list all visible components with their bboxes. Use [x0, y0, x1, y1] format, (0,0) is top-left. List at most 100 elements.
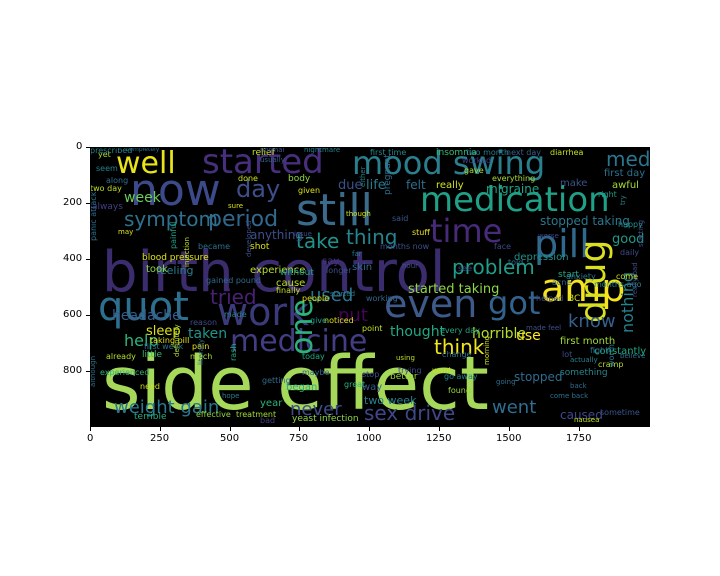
cloud-word: gained pound	[206, 276, 262, 285]
cloud-word: two day	[90, 184, 122, 193]
cloud-word: along	[106, 176, 129, 185]
cloud-word: pill	[534, 222, 590, 266]
cloud-word: anything	[250, 228, 303, 242]
cloud-word: constantly	[594, 346, 647, 357]
cloud-word: anxiety	[566, 272, 596, 281]
cloud-word: two week	[364, 394, 417, 407]
cloud-word: starting	[637, 219, 645, 247]
cloud-word: acne	[552, 278, 572, 287]
cloud-word: maybe	[302, 368, 330, 377]
cloud-word: daily	[620, 248, 640, 257]
cloud-word: morning	[483, 335, 491, 365]
cloud-word: found	[448, 386, 471, 395]
cloud-word: thought	[390, 324, 446, 340]
cloud-word: started taking	[408, 282, 500, 297]
x-tick-label: 0	[87, 433, 94, 444]
cloud-word: taking pill	[150, 336, 190, 345]
cloud-word: next day	[506, 148, 541, 157]
cloud-word: migraine	[486, 182, 540, 196]
cloud-word: first month	[560, 336, 616, 347]
cloud-word: never	[290, 399, 342, 420]
cloud-word: sex drive	[364, 401, 456, 425]
cloud-word: start	[558, 270, 579, 280]
cloud-word: still	[296, 185, 373, 236]
cloud-word: use	[516, 328, 541, 344]
cloud-word: first time	[370, 148, 407, 157]
cloud-word: much	[190, 352, 213, 361]
cloud-word: pregnant	[383, 154, 393, 195]
x-tick-mark	[160, 427, 161, 431]
cloud-word: know	[568, 311, 616, 332]
cloud-word: used	[310, 285, 354, 306]
cloud-word: medication	[420, 180, 610, 220]
x-tick-label: 500	[220, 433, 240, 444]
cloud-word: said	[392, 214, 409, 223]
cloud-word: medicine	[230, 324, 368, 359]
cloud-word: point	[362, 324, 383, 333]
cloud-word: went	[492, 397, 537, 418]
cloud-word: issue	[294, 230, 312, 238]
y-tick-label: 200	[63, 197, 83, 208]
cloud-word: months now	[380, 242, 430, 251]
cloud-word: quot	[98, 284, 189, 330]
y-tick-label: 600	[63, 309, 83, 320]
cloud-word: today	[302, 352, 325, 361]
cloud-word: terrible	[134, 412, 167, 422]
cloud-word: work	[217, 290, 309, 334]
y-tick-mark	[86, 147, 90, 148]
cloud-word: given	[298, 186, 321, 195]
y-tick-mark	[86, 259, 90, 260]
cloud-word: reason	[190, 318, 218, 327]
cloud-word: shot	[250, 242, 270, 252]
cloud-word: feeling	[156, 264, 194, 277]
cloud-word: painful	[169, 221, 178, 249]
y-tick-label: 0	[76, 141, 83, 152]
cloud-word: made feel	[526, 324, 562, 332]
cloud-word: time	[430, 212, 503, 250]
cloud-word: even	[384, 282, 478, 326]
cloud-word: trying	[398, 366, 422, 375]
cloud-word: believe	[620, 352, 646, 360]
cloud-word: go away	[444, 372, 478, 381]
cloud-word: pain	[192, 342, 210, 351]
cloud-word: fight	[590, 346, 609, 355]
x-tick-mark	[579, 427, 580, 431]
cloud-word: really bad	[631, 262, 639, 297]
cloud-word: started	[330, 290, 356, 298]
cloud-word: stopped	[514, 370, 563, 384]
cloud-word: one	[285, 299, 320, 355]
cloud-word: although	[90, 355, 97, 387]
cloud-word: come	[616, 272, 639, 281]
cloud-word: treatment	[236, 410, 277, 419]
cloud-word: med	[606, 147, 650, 171]
cloud-word: months ago	[594, 280, 642, 289]
cloud-word: diarrhea	[550, 148, 584, 157]
cloud-word: yet	[98, 150, 111, 159]
x-tick-label: 1000	[356, 433, 382, 444]
y-tick-mark	[86, 371, 90, 372]
cloud-word: sleep	[146, 324, 181, 339]
cloud-word: weight gain	[114, 397, 220, 418]
cloud-word: stopped taking	[540, 214, 630, 228]
x-tick-mark	[439, 427, 440, 431]
cloud-word: need	[140, 382, 160, 391]
cloud-word: injection	[183, 237, 191, 267]
cloud-word: BC	[568, 294, 581, 304]
cloud-word: getting	[262, 376, 291, 385]
y-tick-mark	[86, 315, 90, 316]
cloud-word: far	[352, 250, 362, 258]
x-tick-mark	[509, 427, 510, 431]
cloud-word: period	[208, 207, 279, 232]
cloud-word: give	[310, 316, 327, 325]
cloud-word: blood pressure	[142, 253, 209, 263]
cloud-word: longer	[326, 266, 352, 275]
cloud-word: hour	[402, 262, 419, 270]
cloud-word: began	[286, 382, 318, 393]
cloud-word: lot	[562, 350, 573, 359]
cloud-word: sure	[228, 202, 244, 210]
cloud-word: see	[458, 264, 473, 273]
cloud-word: insomnia	[436, 148, 477, 158]
cloud-word: right	[598, 190, 617, 199]
cloud-word: bad	[260, 416, 276, 425]
cloud-word: first day	[604, 168, 646, 179]
